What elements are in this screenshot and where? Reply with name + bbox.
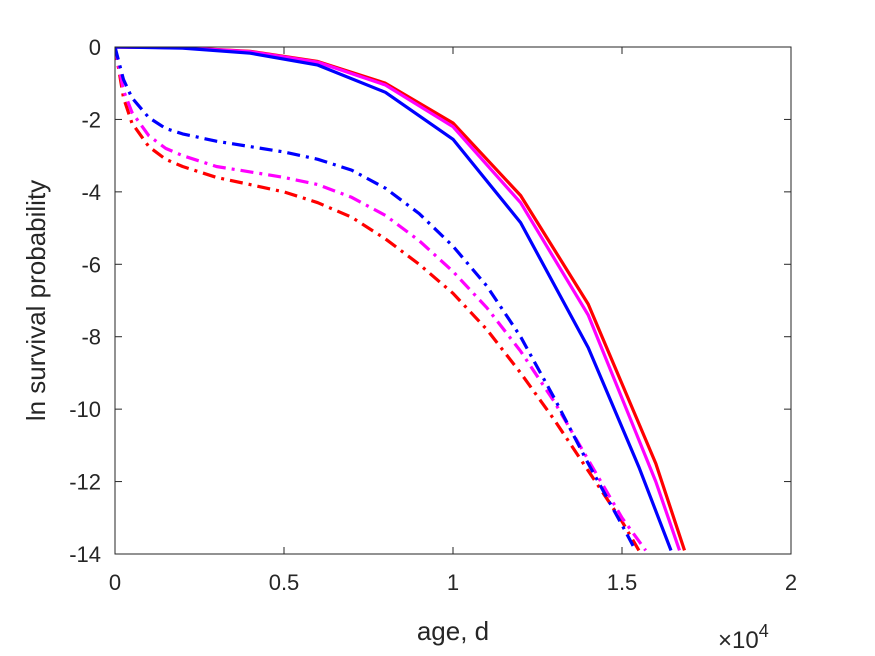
y-tick-label: -6	[81, 252, 101, 277]
x-axis-multiplier: ×104	[718, 621, 769, 654]
series-line-6	[115, 47, 637, 552]
x-tick-label: 0.5	[269, 570, 300, 595]
plot-area	[115, 47, 791, 554]
y-tick-label: -2	[81, 107, 101, 132]
x-tick-label: 0	[109, 570, 121, 595]
series-line-3	[115, 47, 673, 551]
y-tick-label: -12	[69, 470, 101, 495]
axes-layer: 0 0.5 1 1.5 2 0 -2 -4 -6 -8 -10 -12 -14	[69, 35, 797, 595]
plot-background	[115, 47, 791, 554]
series-line-5	[115, 47, 647, 552]
x-axis-multiplier-base: ×10	[718, 627, 759, 654]
x-axis-multiplier-exponent: 4	[759, 621, 769, 641]
x-axis-label: age, d	[417, 616, 489, 646]
x-tick-label: 1.5	[607, 570, 638, 595]
y-axis-label: ln survival probability	[21, 180, 51, 421]
x-tick-label: 1	[447, 570, 459, 595]
y-tick-label: -4	[81, 180, 101, 205]
y-tick-label: -8	[81, 325, 101, 350]
y-tick-label: -10	[69, 397, 101, 422]
series-layer	[115, 47, 687, 552]
y-tick-label: 0	[89, 35, 101, 60]
y-tick-label: -14	[69, 542, 101, 567]
x-tick-label: 2	[785, 570, 797, 595]
